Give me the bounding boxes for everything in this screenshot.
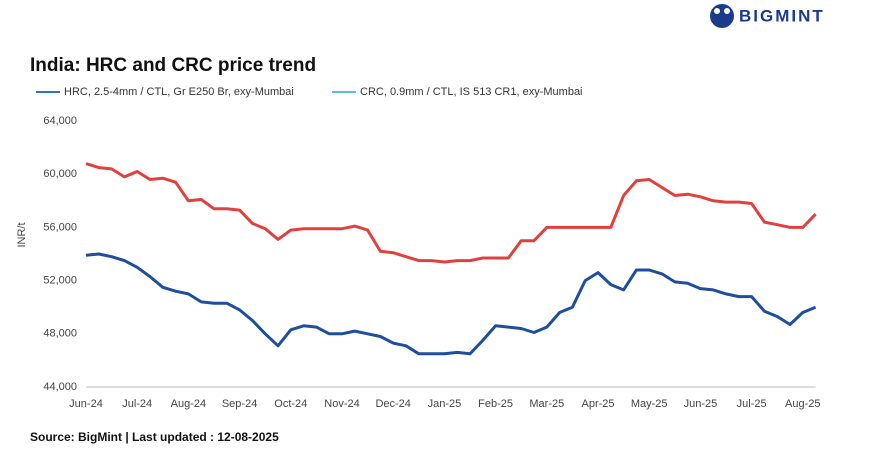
x-tick-label: Jun-25 (684, 398, 718, 410)
x-tick-label: Sep-24 (222, 398, 257, 410)
brand: BIGMINT (739, 6, 825, 25)
x-tick-label: Mar-25 (529, 398, 564, 410)
y-tick-label: 56,000 (43, 221, 77, 233)
logo-icon-dot (714, 8, 720, 14)
x-tick-label: Apr-25 (581, 398, 614, 410)
x-tick-label: May-25 (631, 398, 668, 410)
x-tick-label: Jan-25 (428, 398, 462, 410)
source: Source: BigMint | Last updated : 12-08-2… (30, 430, 279, 444)
x-tick-label: Feb-25 (478, 398, 513, 410)
y-tick-label: 44,000 (43, 381, 77, 393)
x-tick-label: Aug-24 (171, 398, 206, 410)
logo-icon (710, 4, 734, 28)
legend-label: HRC, 2.5-4mm / CTL, Gr E250 Br, exy-Mumb… (64, 86, 294, 98)
x-tick-label: Nov-24 (324, 398, 359, 410)
x-tick-label: Jun-24 (69, 398, 103, 410)
logo-icon-dot (724, 8, 730, 14)
y-tick-label: 60,000 (43, 168, 77, 180)
x-tick-label: Dec-24 (375, 398, 410, 410)
series-line (85, 162, 817, 264)
logo: BIGMINT (710, 4, 825, 28)
legend-label: CRC, 0.9mm / CTL, IS 513 CR1, exy-Mumbai (360, 86, 583, 98)
chart-title: India: HRC and CRC price trend (30, 55, 316, 76)
y-tick-label: 64,000 (43, 115, 77, 127)
y-tick-label: 52,000 (43, 275, 77, 287)
x-tick-label: Aug-25 (785, 398, 820, 410)
x-tick-label: Jul-24 (122, 398, 152, 410)
x-tick-label: Oct-24 (274, 398, 307, 410)
x-tick-label: Jul-25 (737, 398, 767, 410)
y-tick-label: 48,000 (43, 328, 77, 340)
series-line (85, 252, 817, 356)
y-axis-label: INR/t (16, 222, 28, 247)
